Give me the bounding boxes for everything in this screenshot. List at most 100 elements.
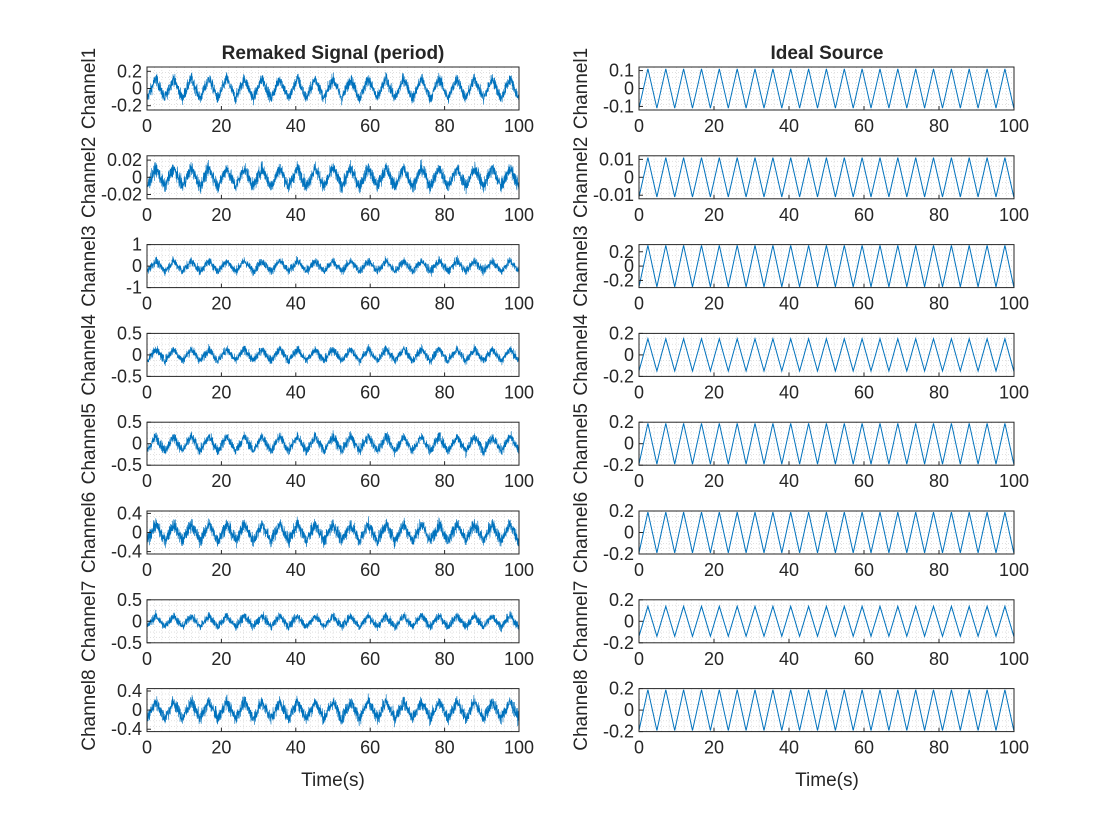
x-tick-label: 0 [142,294,152,314]
y-tick-label: -0.2 [603,366,634,386]
x-tick-label: 40 [779,471,799,491]
x-tick-label: 20 [704,471,724,491]
y-tick-label: 0.4 [117,681,142,701]
x-tick-label: 80 [435,649,455,669]
x-tick-label: 100 [504,560,534,580]
series-line [146,693,520,728]
series-line [638,511,1015,554]
x-tick-label: 0 [142,649,152,669]
y-tick-label: -0.1 [603,96,634,116]
x-tick-label: 100 [999,560,1029,580]
x-tick-label: 100 [999,294,1029,314]
y-tick-label: 0.2 [609,501,634,521]
x-tick-label: 40 [779,205,799,225]
x-tick-label: 0 [634,471,644,491]
series-line [638,245,1015,288]
y-tick-label: 0.1 [609,61,634,81]
x-tick-label: 40 [286,649,306,669]
y-tick-label: -0.02 [101,185,142,205]
x-tick-label: 40 [286,205,306,225]
x-tick-label: 80 [435,471,455,491]
y-tick-label: 0.2 [609,679,634,699]
y-tick-label: 0 [132,523,142,543]
series-line [638,423,1015,465]
x-tick-label: 40 [286,560,306,580]
y-tick-label: 0 [624,523,634,543]
x-tick-label: 0 [634,560,644,580]
y-axis-label: Channel3 [79,225,100,306]
y-tick-label: -0.2 [603,455,634,475]
y-axis-label: Channel7 [571,581,592,662]
y-axis-label: Channel3 [571,225,592,306]
y-tick-label: 0.01 [599,149,634,169]
x-tick-label: 60 [360,560,380,580]
x-tick-label: 80 [435,294,455,314]
x-tick-label: 40 [779,649,799,669]
x-tick-label: 80 [435,116,455,136]
x-tick-label: 40 [286,294,306,314]
y-axis-label: Channel2 [571,137,592,218]
x-tick-label: 80 [929,294,949,314]
y-axis-label: Channel5 [571,403,592,484]
y-tick-label: 0.2 [609,412,634,432]
y-tick-label: 0 [132,79,142,99]
x-tick-label: 60 [854,294,874,314]
right-column-title: Ideal Source [771,43,884,64]
x-tick-label: 40 [286,382,306,402]
left-column-title: Remaked Signal (period) [222,43,445,64]
x-tick-label: 80 [929,382,949,402]
y-tick-label: -0.4 [111,542,142,562]
y-tick-label: 0 [132,256,142,276]
y-tick-label: 1 [132,235,142,255]
series-line [638,689,1015,731]
y-axis-label: Channel5 [79,403,100,484]
series-line [146,72,520,106]
series-line [638,68,1015,109]
x-tick-label: 40 [286,471,306,491]
x-tick-label: 100 [999,471,1029,491]
x-tick-label: 20 [211,560,231,580]
x-tick-label: 40 [779,738,799,758]
y-axis-label: Channel6 [79,492,100,573]
series-line [146,516,520,549]
series-line [638,604,1015,639]
y-tick-label: -0.01 [593,185,634,205]
y-tick-label: -0.4 [111,719,142,739]
x-tick-label: 100 [504,738,534,758]
y-tick-label: 0.4 [117,503,142,523]
x-tick-label: 0 [142,116,152,136]
series-line [146,609,520,633]
x-tick-label: 20 [211,471,231,491]
y-tick-label: 0.5 [117,590,142,610]
y-tick-label: 0 [132,167,142,187]
series-line [146,430,520,459]
y-tick-label: 0 [624,700,634,720]
x-tick-label: 100 [504,649,534,669]
y-tick-label: 0.5 [117,412,142,432]
y-tick-label: -0.2 [603,722,634,742]
y-tick-label: 0.5 [117,323,142,343]
y-tick-label: 0 [132,700,142,720]
x-tick-label: 60 [360,649,380,669]
x-tick-label: 60 [360,116,380,136]
x-tick-label: 20 [704,649,724,669]
x-tick-label: 80 [929,471,949,491]
x-tick-label: 40 [779,382,799,402]
x-tick-label: 100 [504,471,534,491]
x-tick-label: 60 [854,116,874,136]
y-tick-label: -0.5 [111,455,142,475]
x-tick-label: 60 [360,471,380,491]
x-tick-label: 60 [360,205,380,225]
y-tick-label: -1 [126,278,142,298]
x-tick-label: 40 [779,560,799,580]
y-tick-label: 0 [624,167,634,187]
